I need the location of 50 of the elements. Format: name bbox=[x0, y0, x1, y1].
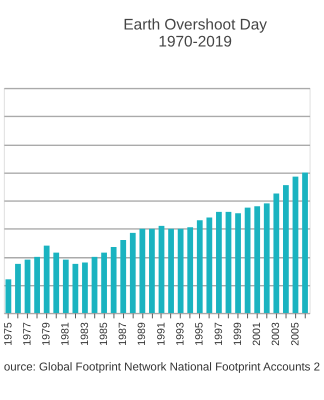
x-tick-label: 1979 bbox=[40, 322, 53, 346]
text: ource: Global Footprint Network National Footprint Accounts 2 bbox=[4, 362, 320, 374]
x-tick-label: 1997 bbox=[212, 322, 225, 346]
x-tick-label: 1987 bbox=[117, 322, 130, 346]
x-tick-label: 2003 bbox=[270, 322, 282, 346]
bar bbox=[235, 213, 241, 314]
bar bbox=[264, 203, 270, 314]
bar bbox=[226, 212, 232, 314]
x-tick-label: 1985 bbox=[98, 322, 110, 346]
x-tick-label: 1993 bbox=[174, 322, 187, 346]
chart-title: Earth Overshoot Day 1970-2019 bbox=[123, 16, 268, 51]
bar bbox=[120, 240, 126, 314]
bar bbox=[196, 220, 203, 314]
bar bbox=[168, 228, 174, 314]
bar bbox=[187, 227, 194, 314]
x-tick-label: 1995 bbox=[194, 322, 206, 346]
bar bbox=[24, 260, 30, 314]
x-tick-label: 1975 bbox=[2, 322, 14, 346]
x-tick-label: 2001 bbox=[251, 322, 264, 346]
bar bbox=[158, 226, 164, 314]
bar bbox=[244, 208, 251, 314]
bar bbox=[92, 256, 98, 314]
bar bbox=[62, 260, 69, 314]
bar bbox=[302, 172, 308, 314]
bar bbox=[216, 212, 222, 314]
x-tick-label: 1983 bbox=[78, 322, 91, 346]
x-tick-label: 1999 bbox=[232, 322, 244, 346]
x-tick-label: 2005 bbox=[289, 322, 302, 346]
bar bbox=[72, 264, 78, 314]
bar bbox=[130, 232, 136, 314]
x-tick-label: 1989 bbox=[136, 322, 148, 346]
x-tick-label: 1991 bbox=[155, 322, 168, 346]
bar bbox=[15, 264, 21, 314]
bar bbox=[44, 246, 50, 314]
bar bbox=[292, 176, 298, 314]
bar bbox=[206, 217, 212, 314]
bar bbox=[273, 194, 280, 314]
bar bbox=[53, 252, 60, 314]
bar bbox=[82, 262, 88, 314]
bar bbox=[101, 252, 107, 314]
bar bbox=[110, 246, 117, 314]
bar bbox=[254, 206, 260, 314]
bar bbox=[283, 185, 289, 314]
bar bbox=[178, 228, 184, 314]
bar bbox=[6, 279, 12, 314]
x-tick-label: 1981 bbox=[60, 322, 72, 346]
x-tick-label: 1977 bbox=[21, 322, 34, 346]
bar bbox=[34, 256, 40, 314]
bar bbox=[139, 228, 146, 314]
bar bbox=[149, 228, 155, 314]
